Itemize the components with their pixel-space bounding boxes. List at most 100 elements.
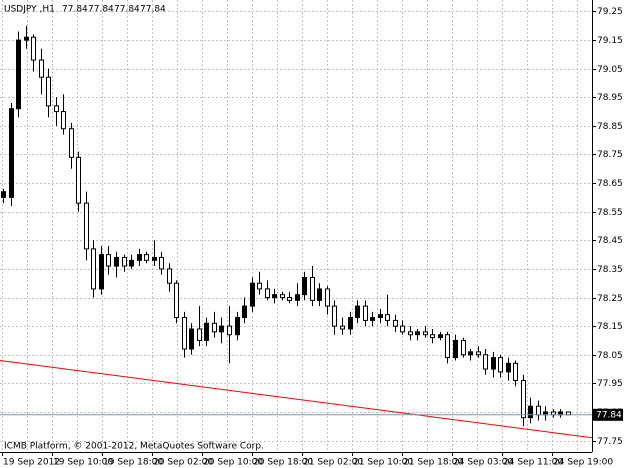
x-tick-label: 21 Sep 10:00	[353, 458, 413, 468]
candle-body	[340, 325, 345, 330]
candle-body	[468, 351, 473, 356]
x-tick-label: 20 Sep 18:00	[253, 458, 313, 468]
y-tick-label: 78.25	[597, 294, 623, 304]
candle-body	[114, 256, 119, 267]
candle-body	[438, 334, 443, 339]
candle-body	[197, 328, 202, 341]
candle-body	[204, 322, 209, 341]
x-tick-label: 19 Sep 18:00	[103, 458, 163, 468]
candle-body	[1, 191, 6, 198]
candle-body	[325, 288, 330, 307]
y-tick-label: 78.75	[597, 150, 623, 160]
candle-body	[99, 254, 104, 290]
x-tick-label: 24 Sep 03:00	[453, 458, 513, 468]
candle-body	[219, 325, 224, 333]
candle-body	[536, 405, 541, 416]
last-price-box	[593, 408, 623, 421]
candle-body	[476, 351, 481, 356]
x-tick-label: 19 Sep 2012	[3, 458, 60, 468]
candle-body	[152, 256, 157, 261]
x-tick-label: 24 Sep 19:00	[553, 458, 613, 468]
candle-body	[491, 357, 496, 370]
candle-body	[272, 294, 277, 299]
candle-body	[506, 362, 511, 373]
candle-body	[250, 282, 255, 307]
y-tick-label: 77.95	[597, 379, 623, 389]
candle-body	[317, 288, 322, 301]
y-tick-label: 79.05	[597, 65, 623, 75]
candle-body	[189, 328, 194, 350]
y-tick-label: 77.75	[597, 437, 623, 447]
x-tick-label: 21 Sep 02:00	[303, 458, 363, 468]
y-tick-label: 79.25	[597, 7, 623, 17]
candle-body	[61, 111, 66, 130]
last-price-label: 77.84	[596, 410, 622, 420]
candle-body	[182, 317, 187, 350]
candle-body	[513, 362, 518, 381]
candle-body	[76, 156, 81, 204]
copyright: ICMB Platform, © 2001-2012, MetaQuotes S…	[4, 442, 264, 452]
candle-body	[385, 314, 390, 321]
candle-body	[348, 317, 353, 330]
candle-body	[174, 282, 179, 319]
candle-body	[106, 254, 111, 267]
x-tick-label: 24 Sep 11:00	[503, 458, 563, 468]
trend-line	[0, 359, 593, 439]
candle-body	[378, 314, 383, 319]
y-tick-label: 78.35	[597, 265, 623, 275]
candle-body	[415, 331, 420, 336]
candle-body	[167, 268, 172, 284]
candle-body	[235, 317, 240, 336]
candle-body	[137, 254, 142, 261]
x-tick-label: 20 Sep 10:00	[203, 458, 263, 468]
candle-body	[408, 331, 413, 336]
candle-body	[24, 36, 29, 41]
candle-body	[453, 339, 458, 359]
candle-body	[332, 305, 337, 327]
candle-body	[69, 128, 74, 158]
candle-body	[257, 282, 262, 290]
candle-body	[370, 317, 375, 321]
candle-body	[16, 39, 21, 110]
y-tick-label: 78.85	[597, 122, 623, 132]
header-price: 77.84	[114, 5, 140, 15]
candle-body	[483, 354, 488, 370]
candle-body	[498, 357, 503, 373]
candle-body	[129, 259, 134, 267]
candle-body	[39, 59, 44, 78]
header-price: 77.84	[140, 5, 166, 15]
y-tick-label: 78.45	[597, 236, 623, 246]
y-tick-label: 78.15	[597, 322, 623, 332]
candle-body	[31, 36, 36, 61]
candle-body	[363, 305, 368, 321]
candle-body	[430, 334, 435, 339]
candle-body	[445, 334, 450, 359]
symbol-title: USDJPY ,H1	[4, 5, 55, 15]
candle-body	[295, 294, 300, 301]
candle-body	[54, 105, 59, 113]
x-tick-label: 19 Sep 10:00	[53, 458, 113, 468]
y-tick-label: 78.55	[597, 208, 623, 218]
candle-body	[84, 202, 89, 250]
x-tick-label: 20 Sep 02:00	[153, 458, 213, 468]
header-price: 77.84	[62, 5, 88, 15]
candle-body	[144, 254, 149, 261]
candle-body	[528, 405, 533, 419]
candle-body	[310, 276, 315, 301]
candle-body	[9, 108, 14, 198]
candle-body	[461, 339, 466, 356]
candle-body	[400, 325, 405, 333]
candle-body	[393, 319, 398, 327]
candle-body	[46, 76, 51, 107]
y-tick-label: 79.15	[597, 36, 623, 46]
candle-body	[91, 248, 96, 290]
y-tick-label: 78.65	[597, 179, 623, 189]
candle-body	[355, 305, 360, 319]
y-tick-label: 78.95	[597, 93, 623, 103]
y-tick-label: 78.05	[597, 351, 623, 361]
candle-body	[265, 288, 270, 299]
candle-body	[287, 297, 292, 301]
candle-body	[159, 256, 164, 270]
